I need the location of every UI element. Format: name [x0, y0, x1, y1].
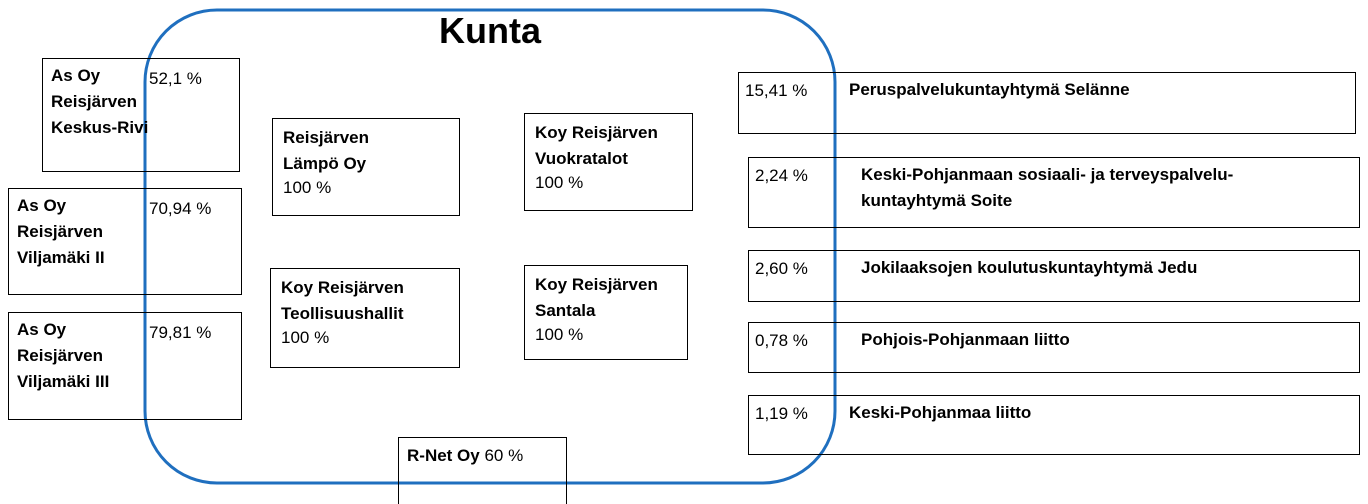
- share: 2,24 %: [755, 166, 808, 185]
- name: Jokilaaksojen koulutuskuntayhtymä Jedu: [861, 255, 1197, 281]
- name-line: Reisjärven: [283, 128, 369, 147]
- name: R-Net Oy: [407, 446, 480, 465]
- title: Kunta: [439, 10, 541, 51]
- name-line: Koy Reisjärven: [281, 278, 404, 297]
- name-line: Reisjärven: [17, 346, 103, 365]
- name-line: kuntayhtymä Soite: [861, 191, 1013, 210]
- name-line: As Oy: [17, 196, 67, 215]
- name-line: Reisjärven: [51, 92, 137, 111]
- name: Reisjärven Lämpö Oy: [283, 125, 449, 177]
- organisation-box: 15,41 % Peruspalvelukuntayhtymä Selänne: [738, 72, 1356, 134]
- share: 100 %: [281, 328, 330, 347]
- company-box: Koy Reisjärven Vuokratalot 100 %: [524, 113, 693, 211]
- name: As Oy Reisjärven Viljamäki II: [17, 193, 105, 271]
- share: 79,81 %: [149, 323, 212, 342]
- name: Pohjois-Pohjanmaan liitto: [861, 327, 1070, 353]
- company-box: Reisjärven Lämpö Oy 100 %: [272, 118, 460, 216]
- organisation-box: 2,24 % Keski-Pohjanmaan sosiaali- ja terv…: [748, 157, 1360, 228]
- name-line: Keski-Pohjanmaa liitto: [849, 403, 1032, 422]
- name-line: Koy Reisjärven: [535, 275, 658, 294]
- share: 60 %: [484, 446, 524, 465]
- name-line: As Oy: [17, 320, 67, 339]
- company-box: Koy Reisjärven Santala 100 %: [524, 265, 688, 360]
- share: 100 %: [535, 173, 584, 192]
- name-line: Lämpö Oy: [283, 154, 367, 173]
- share: 100 %: [283, 178, 332, 197]
- name-line: Koy Reisjärven: [535, 123, 658, 142]
- share: 1,19 %: [755, 404, 808, 423]
- name: Keski-Pohjanmaa liitto: [849, 400, 1031, 426]
- share: 15,41 %: [745, 81, 808, 100]
- name-line: As Oy: [51, 66, 101, 85]
- name: Keski-Pohjanmaan sosiaali- ja terveyspal…: [861, 162, 1233, 214]
- company-box: Koy Reisjärven Teollisuushallit 100 %: [270, 268, 460, 368]
- company-box: As Oy Reisjärven Viljamäki II 70,94 %: [8, 188, 242, 295]
- name-line: Viljamäki II: [17, 248, 105, 267]
- name: Koy Reisjärven Vuokratalot: [535, 120, 682, 172]
- name: Koy Reisjärven Santala: [535, 272, 677, 324]
- share: 70,94 %: [149, 199, 212, 218]
- name-line: Vuokratalot: [535, 149, 628, 168]
- share: 100 %: [535, 325, 584, 344]
- organisation-box: 0,78 % Pohjois-Pohjanmaan liitto: [748, 322, 1360, 373]
- share: 0,78 %: [755, 331, 808, 350]
- organisation-box: 2,60 % Jokilaaksojen koulutuskuntayhtymä …: [748, 250, 1360, 302]
- name: As Oy Reisjärven Viljamäki III: [17, 317, 109, 395]
- company-box: As Oy Reisjärven Viljamäki III 79,81 %: [8, 312, 242, 420]
- company-box: As Oy Reisjärven Keskus-Rivi 52,1 %: [42, 58, 240, 172]
- name-line: Peruspalvelukuntayhtymä Selänne: [849, 80, 1130, 99]
- name-line: Reisjärven: [17, 222, 103, 241]
- share: 52,1 %: [149, 69, 202, 88]
- name: Koy Reisjärven Teollisuushallit: [281, 275, 449, 327]
- company-box: R-Net Oy 60 %: [398, 437, 567, 504]
- name-line: Jokilaaksojen koulutuskuntayhtymä Jedu: [861, 258, 1198, 277]
- name-line: Teollisuushallit: [281, 304, 404, 323]
- share: 2,60 %: [755, 259, 808, 278]
- organisation-box: 1,19 % Keski-Pohjanmaa liitto: [748, 395, 1360, 455]
- name: Peruspalvelukuntayhtymä Selänne: [849, 77, 1130, 103]
- name-line: Viljamäki III: [17, 372, 110, 391]
- name-line: Santala: [535, 301, 596, 320]
- name-line: Pohjois-Pohjanmaan liitto: [861, 330, 1070, 349]
- name-line: Keski-Pohjanmaan sosiaali- ja terveyspal…: [861, 165, 1234, 184]
- name-line: Keskus-Rivi: [51, 118, 149, 137]
- name: As Oy Reisjärven Keskus-Rivi: [51, 63, 148, 141]
